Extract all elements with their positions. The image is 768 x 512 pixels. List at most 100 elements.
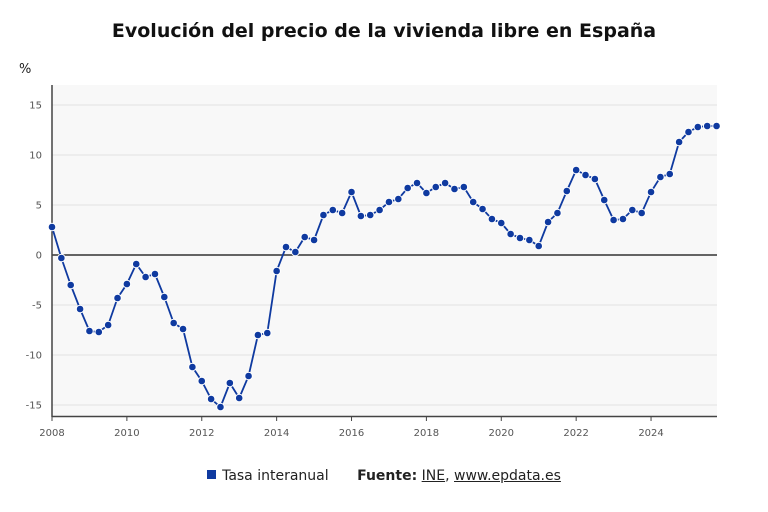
data-point: [656, 172, 665, 182]
x-tick-label: 2020: [489, 428, 514, 439]
data-point: [262, 328, 272, 338]
data-point: [160, 292, 169, 302]
data-point: [225, 378, 235, 388]
data-point: [394, 194, 403, 204]
source: Fuente: INE, www.epdata.es: [357, 468, 561, 484]
data-point: [300, 232, 310, 242]
y-tick-label: -5: [32, 301, 42, 312]
data-point: [637, 208, 646, 218]
y-tick-label: -15: [26, 401, 42, 412]
legend: Tasa interanual Fuente: INE, www.epdata.…: [0, 468, 768, 484]
data-point: [375, 205, 384, 215]
data-point: [628, 205, 637, 215]
data-point: [234, 393, 244, 403]
data-point: [684, 127, 693, 137]
x-tick-label: 2016: [339, 428, 364, 439]
plot-area: [52, 85, 717, 416]
chart-title: Evolución del precio de la vivienda libr…: [111, 20, 657, 42]
data-point: [534, 241, 544, 251]
data-point: [244, 371, 253, 381]
data-point: [197, 376, 207, 386]
data-point: [693, 122, 703, 132]
data-point: [487, 214, 497, 224]
data-point: [459, 182, 469, 192]
data-point: [571, 165, 581, 175]
data-point: [506, 229, 515, 239]
data-point: [412, 178, 422, 188]
data-point: [581, 170, 590, 180]
legend-label: Tasa interanual: [222, 468, 329, 484]
data-point: [422, 188, 431, 198]
data-point: [702, 121, 712, 131]
y-tick-label: -10: [26, 351, 42, 362]
data-point: [674, 137, 684, 147]
x-tick-label: 2024: [638, 428, 663, 439]
y-tick-label: 0: [36, 251, 42, 262]
data-point: [328, 205, 338, 215]
data-point: [122, 279, 132, 289]
data-point: [496, 218, 506, 228]
data-point: [253, 330, 263, 340]
x-tick-label: 2014: [264, 428, 289, 439]
data-point: [384, 197, 394, 207]
data-point: [478, 204, 487, 214]
data-point: [150, 269, 160, 279]
data-point: [562, 186, 572, 196]
data-point: [85, 326, 94, 336]
source-ine-link[interactable]: INE: [421, 468, 446, 484]
data-point: [272, 266, 281, 276]
x-tick-label: 2012: [189, 428, 214, 439]
data-point: [337, 208, 347, 218]
y-tick-label: 15: [29, 101, 42, 112]
y-tick-label: 10: [29, 151, 42, 162]
data-point: [188, 362, 197, 372]
data-point: [468, 197, 478, 207]
data-point: [525, 235, 534, 245]
data-point: [543, 217, 553, 227]
data-point: [57, 253, 66, 263]
source-separator: ,: [445, 468, 450, 484]
data-point: [515, 233, 525, 243]
data-point: [131, 259, 141, 269]
data-point: [609, 215, 618, 225]
y-axis-unit: %: [19, 62, 32, 77]
data-point: [712, 121, 721, 131]
data-point: [590, 174, 600, 184]
data-point: [94, 327, 104, 337]
data-point: [665, 169, 675, 179]
data-point: [47, 222, 57, 232]
data-point: [66, 280, 76, 290]
source-epdata-link[interactable]: www.epdata.es: [454, 468, 561, 484]
x-tick-label: 2008: [39, 428, 64, 439]
data-point: [169, 318, 178, 328]
data-point: [103, 320, 113, 330]
data-point: [553, 208, 562, 218]
source-label: Fuente:: [357, 468, 418, 484]
x-tick-label: 2022: [563, 428, 588, 439]
legend-item-tasa-interanual[interactable]: Tasa interanual: [207, 468, 329, 484]
data-point: [75, 304, 85, 314]
data-point: [431, 182, 441, 192]
data-point: [178, 324, 188, 334]
data-point: [309, 235, 319, 245]
data-point: [281, 242, 291, 252]
data-point: [113, 293, 122, 303]
data-point: [403, 183, 412, 193]
data-point: [646, 187, 656, 197]
data-point: [206, 394, 216, 404]
data-point: [319, 210, 328, 220]
x-tick-label: 2010: [114, 428, 139, 439]
y-tick-label: 5: [36, 201, 42, 212]
data-point: [291, 247, 300, 257]
data-point: [450, 184, 459, 194]
data-point: [356, 211, 366, 221]
data-point: [365, 210, 375, 220]
data-point: [599, 195, 609, 205]
data-point: [216, 402, 225, 412]
data-point: [440, 178, 450, 188]
data-point: [618, 214, 628, 224]
x-tick-label: 2018: [414, 428, 439, 439]
legend-swatch: [207, 470, 217, 479]
data-point: [141, 272, 150, 282]
